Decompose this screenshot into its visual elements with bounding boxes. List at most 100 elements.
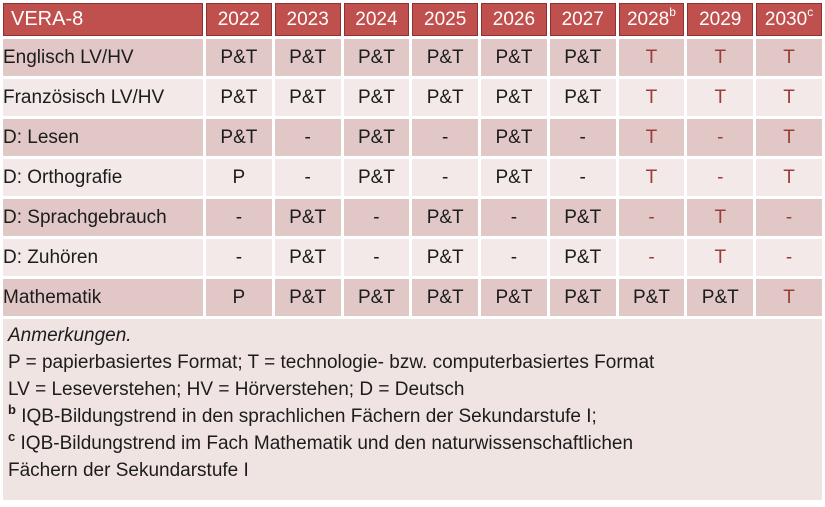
row-label: D: Sprachgebrauch [3,199,203,236]
format-cell-2022: P [206,159,272,196]
format-cell-2030: T [756,119,822,156]
format-cell-2029: T [687,39,754,76]
format-cell-2025: - [412,159,479,196]
col-header-2027: 2027 [549,3,616,36]
footnote-mark: b [8,401,16,417]
format-cell-2028: - [618,199,685,236]
row-label: D: Lesen [3,119,203,156]
format-cell-2028: T [618,119,685,156]
format-cell-2025: P&T [412,39,479,76]
format-cell-2024: P&T [343,159,410,196]
col-header-footnote-mark: b [669,5,676,20]
format-cell-2025: P&T [412,279,479,316]
format-cell-2030: T [756,279,822,316]
format-cell-2022: P&T [206,119,272,156]
format-cell-2022: - [206,239,272,276]
format-cell-2025: P&T [412,79,479,116]
format-cell-2026: - [481,199,547,236]
col-header-2023: 2023 [274,3,341,36]
format-cell-2028: T [618,39,685,76]
header-row: VERA-8 2022 2023 2024 2025 2026 2027 2028b 2029… [3,3,822,36]
col-header-2025: 2025 [412,3,479,36]
format-cell-2024: P&T [343,119,410,156]
format-cell-2028: P&T [618,279,685,316]
table-row: D: Orthografie P - P&T - P&T - T - T [3,159,822,196]
notes-heading: Anmerkungen. [8,325,132,346]
col-header-2024: 2024 [343,3,410,36]
format-cell-2027: P&T [549,79,616,116]
format-cell-2023: - [274,119,341,156]
table-row: Französisch LV/HV P&T P&T P&T P&T P&T P&T T T T [3,79,822,116]
col-header-2029: 2029 [687,3,754,36]
format-cell-2030: T [756,79,822,116]
format-cell-2023: - [274,159,341,196]
row-label: Französisch LV/HV [3,79,203,116]
format-cell-2030: - [756,199,822,236]
format-cell-2023: P&T [274,39,341,76]
format-cell-2024: - [343,239,410,276]
row-label: Englisch LV/HV [3,39,203,76]
format-cell-2029: - [687,119,754,156]
format-cell-2026: P&T [481,39,547,76]
format-cell-2022: - [206,199,272,236]
format-cell-2022: P&T [206,39,272,76]
format-cell-2029: T [687,199,754,236]
format-cell-2023: P&T [274,239,341,276]
format-cell-2027: - [549,159,616,196]
note-line: c IQB-Bildungstrend im Fach Mathematik u… [8,428,634,454]
format-cell-2023: P&T [274,199,341,236]
table-row: Mathematik P P&T P&T P&T P&T P&T P&T P&T T [3,279,822,316]
row-label: D: Orthografie [3,159,203,196]
col-header-2022: 2022 [206,3,272,36]
table-row: Englisch LV/HV P&T P&T P&T P&T P&T P&T T T T [3,39,822,76]
format-cell-2030: T [756,159,822,196]
format-cell-2026: P&T [481,119,547,156]
note-line: P = papierbasiertes Format; T = technolo… [8,352,655,373]
format-cell-2025: - [412,119,479,156]
note-line: b IQB-Bildungstrend in den sprachlichen … [8,401,597,427]
format-cell-2024: P&T [343,39,410,76]
format-cell-2023: P&T [274,79,341,116]
format-cell-2026: P&T [481,159,547,196]
table-row: D: Zuhören - P&T - P&T - P&T - T - [3,239,822,276]
format-cell-2027: P&T [549,199,616,236]
note-line: Fächern der Sekundarstufe I [8,460,249,481]
row-label: D: Zuhören [3,239,203,276]
format-cell-2027: P&T [549,39,616,76]
col-header-2030: 2030c [756,3,822,36]
format-cell-2026: P&T [481,279,547,316]
note-line: LV = Leseverstehen; HV = Hörverstehen; D… [8,379,465,400]
format-cell-2027: P&T [549,279,616,316]
format-cell-2023: P&T [274,279,341,316]
format-cell-2030: - [756,239,822,276]
format-cell-2029: - [687,159,754,196]
format-cell-2022: P [206,279,272,316]
format-cell-2022: P&T [206,79,272,116]
col-header-footnote-mark: c [807,5,814,20]
format-cell-2024: - [343,199,410,236]
col-header-2028: 2028b [618,3,685,36]
format-cell-2024: P&T [343,79,410,116]
table-row: D: Sprachgebrauch - P&T - P&T - P&T - T - [3,199,822,236]
table-title-cell: VERA-8 [3,3,203,36]
format-cell-2029: T [687,79,754,116]
format-cell-2030: T [756,39,822,76]
footnote-mark: c [8,428,16,444]
format-cell-2029: P&T [687,279,754,316]
table-row: D: Lesen P&T - P&T - P&T - T - T [3,119,822,156]
format-cell-2029: T [687,239,754,276]
format-cell-2028: - [618,239,685,276]
format-cell-2024: P&T [343,279,410,316]
format-cell-2026: P&T [481,79,547,116]
format-cell-2026: - [481,239,547,276]
format-cell-2025: P&T [412,199,479,236]
format-cell-2028: T [618,79,685,116]
table-body: Englisch LV/HV P&T P&T P&T P&T P&T P&T T T T Franz… [3,39,822,316]
vera8-schedule-table: VERA-8 2022 2023 2024 2025 2026 2027 2028b 2029… [3,3,822,316]
col-header-2026: 2026 [481,3,547,36]
format-cell-2027: P&T [549,239,616,276]
format-cell-2028: T [618,159,685,196]
format-cell-2025: P&T [412,239,479,276]
table-notes: Anmerkungen. P = papierbasiertes Format;… [3,319,822,500]
